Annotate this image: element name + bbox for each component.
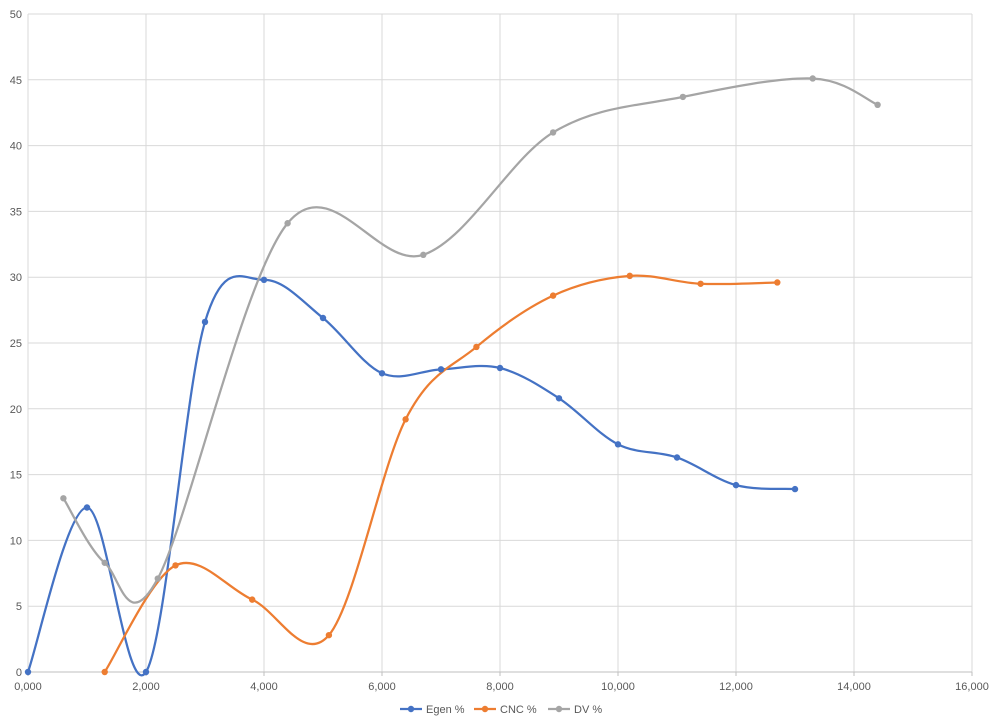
legend-item-dv: DV % bbox=[548, 704, 602, 716]
y-tick-label: 25 bbox=[10, 338, 22, 350]
data-point-egen bbox=[142, 668, 150, 676]
data-point-egen bbox=[201, 318, 209, 326]
legend-swatch-marker bbox=[481, 705, 489, 713]
x-tick-label: 10,000 bbox=[601, 681, 635, 693]
axes: 0 5 10 15 20 25 30 35 40 45 50 0,000 2,000 4,000 6,000… bbox=[10, 9, 989, 693]
legend-label: Egen % bbox=[426, 704, 465, 716]
data-point-egen bbox=[614, 441, 622, 448]
data-point-cnc bbox=[473, 343, 480, 351]
data-point-egen bbox=[496, 364, 504, 372]
legend-swatch-marker bbox=[555, 705, 563, 713]
x-tick-label: 14,000 bbox=[837, 681, 871, 693]
legend: Egen % CNC % DV % bbox=[400, 704, 602, 716]
data-point-cnc bbox=[249, 596, 256, 603]
y-tick-label: 0 bbox=[16, 667, 22, 679]
data-point-cnc bbox=[325, 631, 333, 639]
data-point-egen bbox=[791, 485, 799, 493]
x-tick-label: 4,000 bbox=[250, 681, 278, 693]
legend-swatch-marker bbox=[407, 705, 415, 713]
y-tick-label: 20 bbox=[10, 404, 22, 416]
gridlines bbox=[27, 13, 973, 672]
data-point-cnc bbox=[402, 416, 409, 423]
data-point-egen bbox=[437, 366, 445, 373]
y-tick-label: 5 bbox=[16, 601, 22, 613]
series-line-dv bbox=[62, 77, 879, 604]
y-tick-label: 35 bbox=[10, 206, 22, 218]
y-tick-label: 50 bbox=[10, 9, 22, 21]
data-point-egen bbox=[24, 668, 32, 676]
legend-item-cnc: CNC % bbox=[474, 704, 537, 716]
data-point-cnc bbox=[626, 272, 633, 280]
data-point-egen bbox=[319, 314, 327, 322]
legend-item-egen: Egen % bbox=[400, 704, 465, 716]
data-point-dv bbox=[420, 251, 427, 259]
data-point-egen bbox=[378, 370, 386, 377]
data-point-dv bbox=[874, 101, 881, 109]
data-point-egen bbox=[555, 395, 563, 402]
y-tick-label: 15 bbox=[10, 470, 22, 482]
series-lines bbox=[26, 77, 879, 677]
data-point-dv bbox=[60, 495, 67, 502]
data-point-dv bbox=[154, 575, 161, 582]
y-tick-label: 10 bbox=[10, 535, 22, 547]
data-point-egen bbox=[732, 481, 740, 489]
data-point-dv bbox=[549, 129, 557, 136]
x-tick-label: 12,000 bbox=[719, 681, 753, 693]
data-point-cnc bbox=[101, 668, 108, 676]
y-tick-label: 30 bbox=[10, 272, 22, 284]
data-point-cnc bbox=[172, 562, 179, 569]
data-point-egen bbox=[83, 504, 91, 511]
y-tick-label: 40 bbox=[10, 141, 22, 153]
data-point-cnc bbox=[774, 279, 781, 286]
series-line-egen bbox=[26, 275, 796, 677]
data-point-egen bbox=[673, 454, 681, 461]
y-tick-label: 45 bbox=[10, 75, 22, 87]
data-point-egen bbox=[260, 276, 268, 284]
x-tick-label: 16,000 bbox=[955, 681, 989, 693]
data-point-dv bbox=[101, 559, 108, 566]
data-points bbox=[24, 75, 881, 676]
x-tick-label: 8,000 bbox=[486, 681, 514, 693]
x-tick-label: 0,000 bbox=[14, 681, 42, 693]
data-point-dv bbox=[809, 75, 816, 82]
data-point-dv bbox=[679, 93, 687, 101]
x-tick-label: 6,000 bbox=[368, 681, 396, 693]
x-tick-label: 2,000 bbox=[132, 681, 160, 693]
data-point-cnc bbox=[549, 292, 557, 299]
series-line-cnc bbox=[103, 274, 778, 673]
legend-label: DV % bbox=[574, 704, 602, 716]
legend-label: CNC % bbox=[500, 704, 537, 716]
data-point-dv bbox=[284, 220, 291, 227]
data-point-cnc bbox=[697, 280, 704, 287]
